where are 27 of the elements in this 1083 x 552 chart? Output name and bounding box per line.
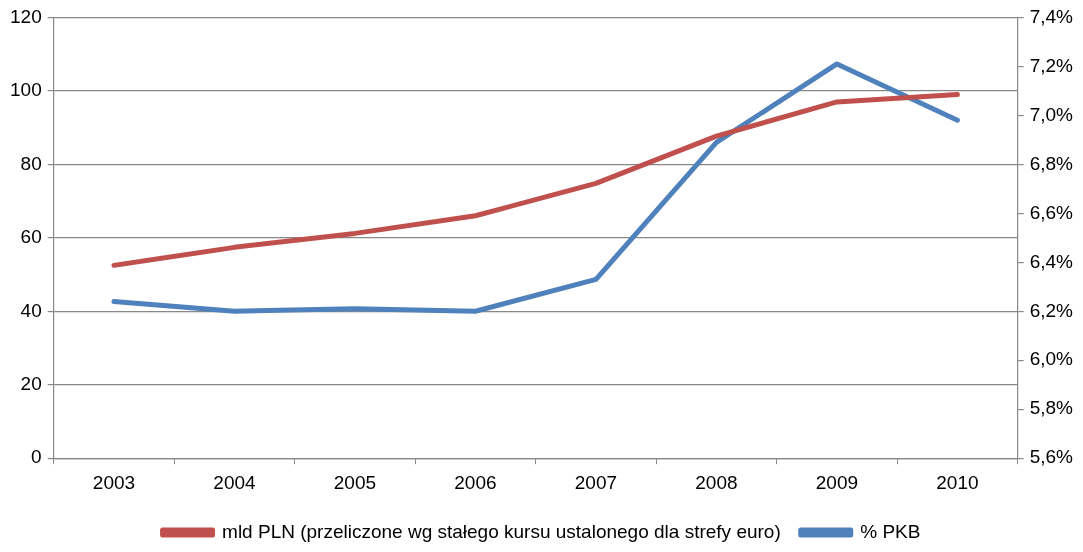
- x-tick-label: 2006: [454, 471, 497, 493]
- x-tick-label: 2004: [213, 471, 257, 493]
- x-tick-label: 2008: [695, 471, 738, 493]
- y-tick-label: 40: [20, 299, 42, 321]
- legend-label: % PKB: [860, 520, 921, 542]
- x-tick-label: 2010: [936, 471, 979, 493]
- y2-tick-label: 6,8%: [1029, 152, 1074, 174]
- y-tick-label: 0: [31, 446, 42, 468]
- x-tick-label: 2003: [92, 471, 136, 493]
- y2-tick-label: 5,8%: [1029, 397, 1074, 419]
- y2-tick-label: 7,0%: [1029, 103, 1074, 125]
- y2-tick-label: 5,6%: [1029, 446, 1074, 468]
- legend-label: mld PLN (przeliczone wg stałego kursu ustalonego dla strefy euro): [222, 520, 781, 542]
- y2-tick-label: 7,4%: [1029, 5, 1074, 27]
- y-tick-label: 20: [20, 372, 42, 394]
- y2-tick-label: 6,6%: [1029, 201, 1074, 223]
- x-tick-label: 2005: [333, 471, 377, 493]
- y2-tick-label: 7,2%: [1029, 54, 1074, 76]
- y2-tick-label: 6,0%: [1029, 348, 1074, 370]
- y2-tick-label: 6,4%: [1029, 250, 1074, 272]
- y-tick-label: 120: [10, 5, 42, 27]
- x-tick-label: 2007: [574, 471, 618, 493]
- y-tick-label: 80: [20, 152, 42, 174]
- x-tick-label: 2009: [815, 471, 859, 493]
- y-tick-label: 60: [20, 226, 42, 248]
- y-tick-label: 100: [10, 79, 42, 101]
- y2-tick-label: 6,2%: [1029, 299, 1074, 321]
